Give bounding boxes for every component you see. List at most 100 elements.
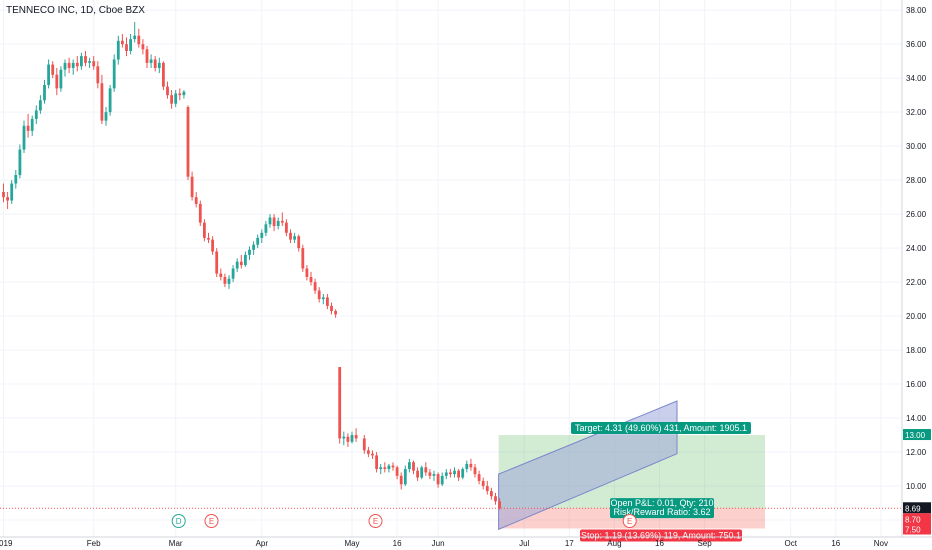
price-tick: 24.00 bbox=[906, 244, 927, 253]
candle-body bbox=[424, 467, 428, 473]
candle bbox=[387, 463, 391, 473]
candle-body bbox=[227, 278, 231, 284]
candle-body bbox=[141, 44, 145, 50]
candle bbox=[280, 212, 284, 227]
time-tick: May bbox=[344, 539, 359, 548]
candle bbox=[149, 54, 153, 68]
candle-body bbox=[63, 62, 67, 70]
candle bbox=[14, 169, 18, 189]
candle bbox=[203, 219, 206, 242]
candle-body bbox=[490, 491, 493, 497]
candle bbox=[43, 79, 46, 104]
candle-body bbox=[88, 61, 91, 63]
event-marker-letter: E bbox=[627, 517, 632, 526]
candle bbox=[39, 95, 42, 114]
candle-body bbox=[22, 125, 26, 150]
candle-body bbox=[321, 297, 325, 300]
candle bbox=[227, 275, 231, 289]
candle bbox=[334, 309, 337, 318]
candle-body bbox=[34, 110, 38, 119]
candle bbox=[145, 45, 149, 68]
candle-body bbox=[59, 69, 63, 89]
candle bbox=[354, 428, 358, 442]
candle-body bbox=[395, 467, 399, 476]
price-tick: 30.00 bbox=[906, 142, 927, 151]
candle-body bbox=[379, 467, 383, 470]
candle bbox=[6, 192, 9, 210]
candle-body bbox=[481, 480, 485, 487]
candle bbox=[408, 458, 411, 473]
time-tick: 16 bbox=[655, 539, 664, 548]
event-marker-circle[interactable] bbox=[368, 514, 383, 528]
event-marker-e[interactable]: E bbox=[368, 514, 383, 528]
candle bbox=[26, 113, 30, 138]
price-axis-background bbox=[902, 0, 932, 550]
candle-body bbox=[231, 268, 235, 279]
candle-body bbox=[235, 261, 239, 269]
candle-body bbox=[198, 203, 202, 223]
candle-body bbox=[92, 61, 96, 67]
candle-body bbox=[104, 112, 108, 121]
target-label: Target: 4.31 (49.60%) 431, Amount: 1905.… bbox=[575, 423, 747, 433]
price-axis[interactable]: 38.00 36.00 34.00 32.00 30.00 28.00 26.00 24.00… bbox=[901, 0, 932, 550]
candle-body bbox=[334, 310, 337, 315]
candle-body bbox=[326, 297, 329, 306]
candle-body bbox=[280, 220, 284, 223]
event-marker-circle[interactable] bbox=[622, 514, 637, 528]
candle bbox=[477, 470, 481, 485]
candle-body bbox=[330, 305, 333, 311]
candle bbox=[75, 56, 79, 72]
candle-body bbox=[149, 59, 153, 63]
candle-body bbox=[207, 237, 210, 240]
event-marker-e[interactable]: E bbox=[622, 514, 637, 528]
candle bbox=[346, 433, 350, 447]
price-tick: 12.00 bbox=[906, 448, 927, 457]
candle-body bbox=[10, 183, 14, 201]
candle bbox=[116, 35, 120, 65]
candle bbox=[96, 61, 100, 89]
candle-body bbox=[157, 62, 161, 68]
candle-body bbox=[362, 438, 366, 451]
stop-label-box bbox=[580, 529, 742, 542]
event-marker-letter: D bbox=[176, 517, 182, 526]
price-tick: 20.00 bbox=[906, 312, 927, 321]
time-tick: Apr bbox=[256, 539, 269, 548]
event-marker-circle[interactable] bbox=[171, 514, 186, 528]
candle-body bbox=[18, 149, 22, 176]
candle-body bbox=[260, 232, 264, 238]
event-marker-letter: E bbox=[209, 517, 214, 526]
candle bbox=[481, 477, 485, 490]
candle-body bbox=[256, 237, 260, 245]
candle bbox=[112, 54, 116, 92]
target-price-tag bbox=[903, 429, 931, 441]
candle-body bbox=[14, 175, 18, 184]
candle-body bbox=[194, 197, 198, 204]
time-tick: Sep bbox=[697, 539, 712, 548]
event-marker-circle[interactable] bbox=[204, 514, 219, 528]
candle-body bbox=[428, 472, 432, 476]
event-marker-e[interactable]: E bbox=[204, 514, 219, 528]
candle-body bbox=[350, 435, 354, 442]
candle-body bbox=[84, 56, 87, 63]
candle-body bbox=[145, 49, 149, 63]
price-tick: 34.00 bbox=[906, 74, 927, 83]
candle bbox=[2, 183, 5, 203]
candle bbox=[211, 236, 214, 255]
event-marker-d[interactable]: D bbox=[171, 514, 186, 528]
price-tick: 18.00 bbox=[906, 346, 927, 355]
candle-body bbox=[215, 251, 219, 274]
candle bbox=[219, 268, 223, 281]
candle-body bbox=[252, 244, 255, 250]
candle-body bbox=[342, 436, 346, 439]
candle bbox=[350, 431, 354, 444]
candle-body bbox=[403, 469, 407, 485]
candle-body bbox=[399, 475, 403, 485]
candle bbox=[18, 144, 22, 179]
candle bbox=[231, 265, 235, 283]
candle-body bbox=[80, 56, 83, 67]
time-axis[interactable]: 2019 Feb Mar Apr May 16 Jun Jul 17 Aug 16 Sep Oct 16 N… bbox=[0, 536, 932, 548]
candle-body bbox=[383, 467, 387, 470]
candle-body bbox=[166, 86, 169, 96]
